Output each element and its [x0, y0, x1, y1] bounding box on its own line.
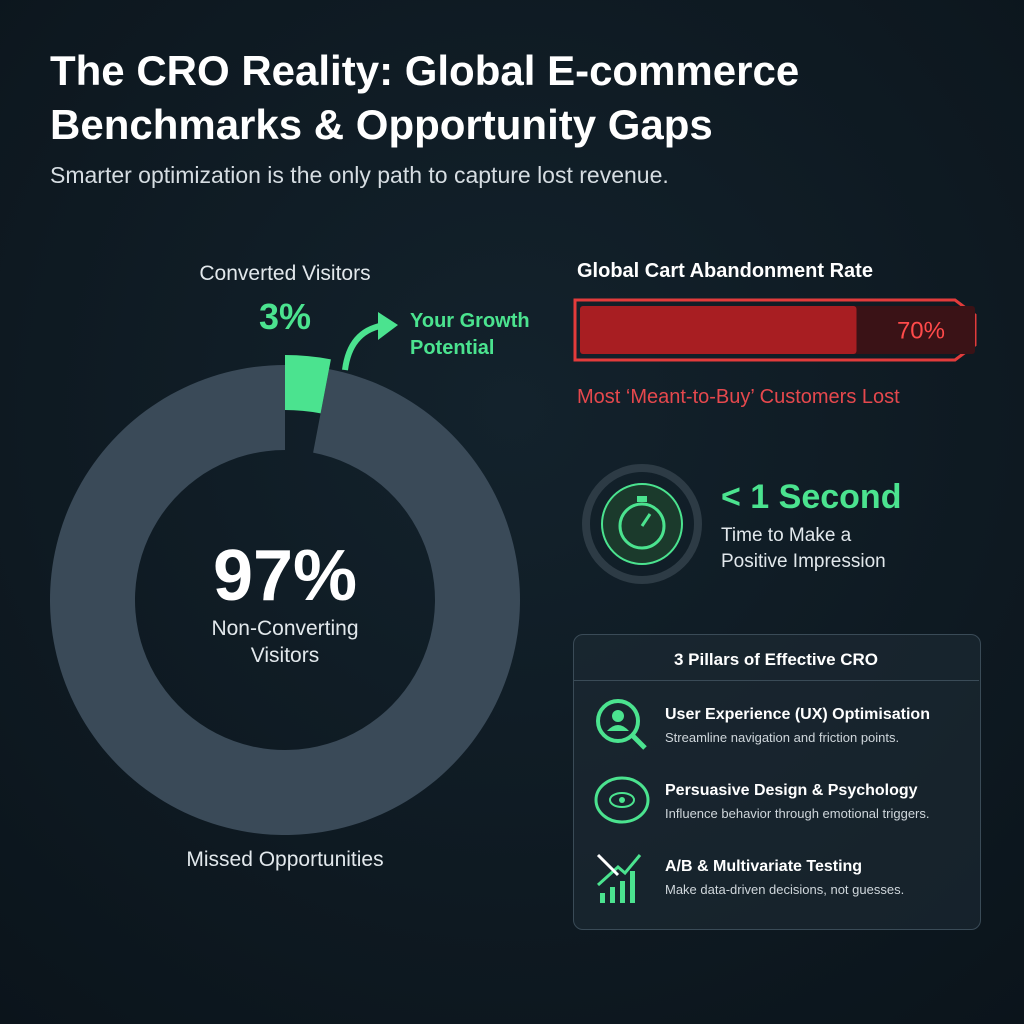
pillar-text: Make data-driven decisions, not guesses.: [665, 882, 905, 897]
pillars-card: [573, 634, 981, 930]
pillar-title: A/B & Multivariate Testing: [665, 858, 863, 875]
pillar-text: Streamline navigation and friction point…: [665, 730, 900, 745]
donut-slice: [49, 365, 520, 835]
non-converted-label: Non-Converting Visitors: [211, 617, 359, 667]
speed-text: Time to Make a Positive Impression: [721, 525, 886, 572]
stopwatch-icon: [582, 464, 702, 584]
growth-annotation: Your Growth Potential: [410, 310, 530, 359]
gauge-label: 70%: [897, 317, 945, 344]
arrow-head: [378, 312, 398, 340]
divider: [573, 680, 979, 681]
pillar-text: Influence behavior through emotional tri…: [665, 806, 930, 821]
pillar-title: User Experience (UX) Optimisation: [665, 706, 930, 723]
abandonment-note: Most ‘Meant-to-Buy’ Customers Lost: [577, 386, 900, 408]
gauge-fill: [580, 306, 857, 354]
abandonment-gauge: 70%: [573, 298, 977, 362]
pillars-title: 3 Pillars of Effective CRO: [673, 650, 879, 669]
pillar-icons: [594, 699, 650, 903]
non-converted-value: 97%: [212, 536, 358, 616]
speed-headline: < 1 Second: [721, 478, 902, 516]
donut-slice: [285, 355, 331, 414]
title: The CRO Reality: Global E-commerce Bench…: [50, 47, 800, 148]
abandonment-title: Global Cart Abandonment Rate: [577, 260, 873, 282]
converted-value: 3%: [258, 296, 312, 337]
pillar-title: Persuasive Design & Psychology: [665, 782, 918, 799]
missed-annotation: Missed Opportunities: [186, 848, 384, 871]
converted-label: Converted Visitors: [199, 262, 371, 285]
subtitle: Smarter optimization is the only path to…: [50, 162, 669, 188]
